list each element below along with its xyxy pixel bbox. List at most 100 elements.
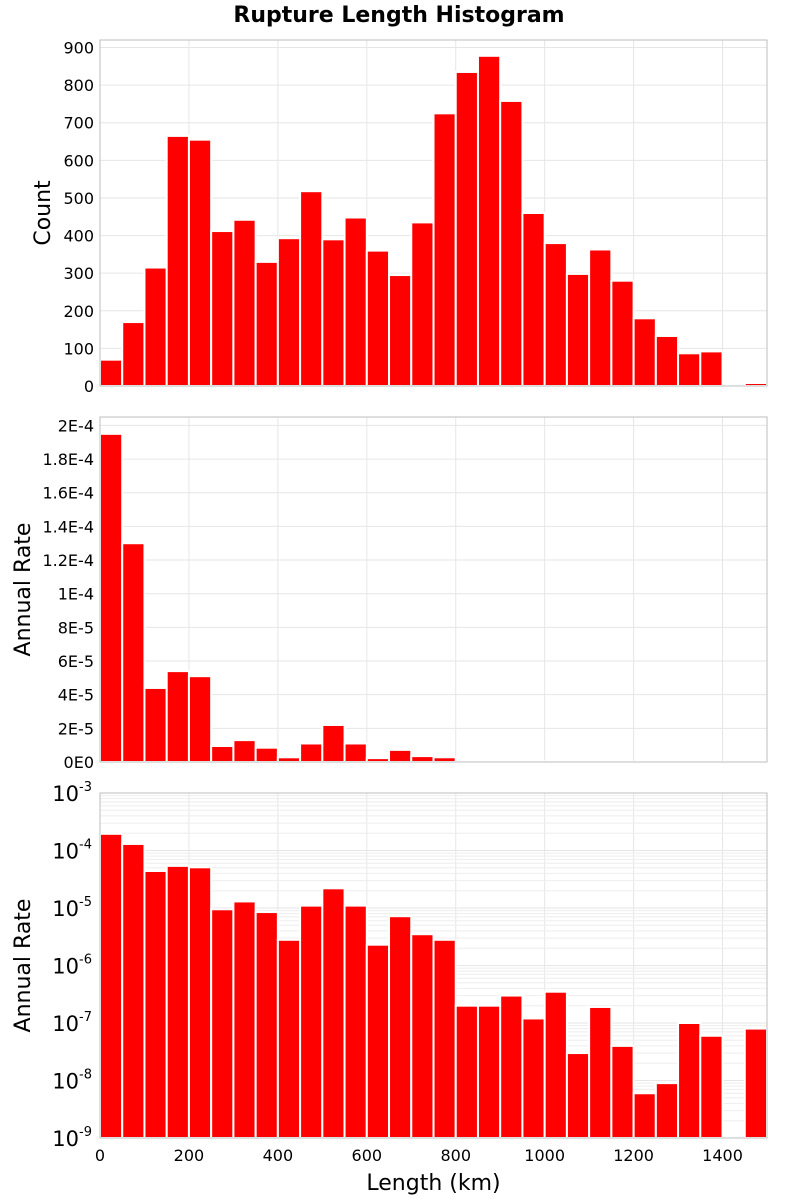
x-axis-label: Length (km) <box>366 1171 500 1196</box>
histogram-bar <box>365 943 391 1139</box>
histogram-bar <box>343 216 368 387</box>
histogram-bar <box>588 248 613 387</box>
histogram-bar <box>365 249 391 387</box>
x-tick-label: 600 <box>352 1146 383 1165</box>
plot-frame <box>99 416 768 763</box>
y-tick-label: 1.4E-4 <box>42 517 94 536</box>
y-tick-base: 10 <box>52 840 79 864</box>
histogram-bar <box>454 1004 479 1140</box>
y-tick-label: 800 <box>63 76 94 95</box>
histogram-bar <box>165 864 190 1139</box>
y-tick-label: 2E-4 <box>58 416 94 435</box>
histogram-bar <box>610 279 635 387</box>
y-tick-label: 1.8E-4 <box>42 450 94 469</box>
histogram-bar <box>521 212 546 387</box>
histogram-bar <box>343 904 368 1140</box>
y-tick-label: 0 <box>84 377 94 396</box>
y-axis-label: Annual Rate <box>11 899 36 1033</box>
histogram-bar <box>254 260 279 387</box>
chart-title: Rupture Length Histogram <box>233 3 564 28</box>
y-tick-exponent: -8 <box>79 1068 92 1083</box>
histogram-bar <box>121 842 146 1139</box>
y-tick-label: 10-6 <box>52 953 92 979</box>
y-tick-exponent: -7 <box>79 1010 92 1025</box>
y-tick-label: 10-3 <box>52 780 92 806</box>
histogram-bar <box>410 221 435 387</box>
x-tick-label: 200 <box>174 1146 205 1165</box>
y-tick-exponent: -3 <box>79 780 92 795</box>
histogram-bar <box>187 675 213 763</box>
histogram-bar <box>343 742 368 763</box>
histogram-bar <box>432 938 457 1139</box>
y-tick-label: 8E-5 <box>58 618 94 637</box>
histogram-bar <box>99 832 124 1139</box>
y-tick-label: 700 <box>63 114 94 133</box>
histogram-bar <box>476 1004 502 1140</box>
histogram-bar <box>699 1034 724 1140</box>
x-tick-label: 1200 <box>613 1146 654 1165</box>
histogram-bar <box>410 755 435 763</box>
histogram-bar <box>743 1027 768 1139</box>
y-tick-exponent: -5 <box>79 895 92 910</box>
histogram-bar <box>276 237 302 387</box>
y-tick-label: 4E-5 <box>58 686 94 705</box>
y-tick-label: 500 <box>63 189 94 208</box>
x-tick-label: 1400 <box>702 1146 743 1165</box>
histogram-bar <box>121 542 146 763</box>
histogram-bar <box>299 904 324 1140</box>
y-tick-label: 1E-4 <box>58 585 94 604</box>
histogram-bar <box>432 756 457 763</box>
histogram-bar <box>410 933 435 1139</box>
histogram-bar <box>321 723 346 763</box>
histogram-bar <box>499 99 524 387</box>
y-tick-base: 10 <box>52 897 79 921</box>
y-tick-label: 10-8 <box>52 1068 92 1094</box>
y-tick-label: 0E0 <box>64 753 94 772</box>
histogram-bar <box>187 866 213 1139</box>
histogram-bar <box>276 756 302 763</box>
histogram-bar <box>143 870 168 1139</box>
histogram-bar <box>143 266 168 388</box>
histogram-bar <box>232 900 257 1139</box>
y-tick-label: 400 <box>63 227 94 246</box>
y-tick-label: 600 <box>63 151 94 170</box>
histogram-bar <box>499 994 524 1140</box>
histogram-bar <box>677 1022 702 1139</box>
histogram-bar <box>165 134 190 387</box>
histogram-bar <box>99 358 124 388</box>
y-tick-label: 1.6E-4 <box>42 484 94 503</box>
histogram-bar <box>543 990 568 1139</box>
histogram-bar <box>254 911 279 1139</box>
histogram-bar <box>632 1092 657 1140</box>
histogram-bar <box>588 1005 613 1140</box>
y-tick-label: 10-4 <box>52 838 92 864</box>
histogram-bar <box>565 1052 591 1140</box>
histogram-bar <box>99 432 124 763</box>
histogram-bar <box>210 230 235 387</box>
y-tick-base: 10 <box>52 1070 79 1094</box>
histogram-bar <box>365 757 391 764</box>
histogram-bar <box>299 742 324 763</box>
histogram-bar <box>276 938 302 1139</box>
y-axis-label: Count <box>31 180 56 246</box>
y-tick-label: 100 <box>63 339 94 358</box>
histogram-bar <box>299 190 324 387</box>
x-tick-label: 0 <box>95 1146 105 1165</box>
y-tick-label: 300 <box>63 264 94 283</box>
y-tick-label: 6E-5 <box>58 652 94 671</box>
y-tick-exponent: -4 <box>79 838 92 853</box>
histogram-bar <box>610 1044 635 1140</box>
y-tick-base: 10 <box>52 1127 79 1151</box>
histogram-bar <box>210 908 235 1139</box>
y-tick-label: 1.2E-4 <box>42 551 94 570</box>
histogram-bar <box>699 350 724 387</box>
histogram-bar <box>232 739 257 763</box>
y-tick-label: 10-9 <box>52 1125 92 1151</box>
histogram-bar <box>632 317 657 388</box>
histogram-bar <box>677 352 702 387</box>
x-tick-label: 800 <box>440 1146 471 1165</box>
y-axis-label: Annual Rate <box>11 523 36 657</box>
histogram-bar <box>165 670 190 763</box>
